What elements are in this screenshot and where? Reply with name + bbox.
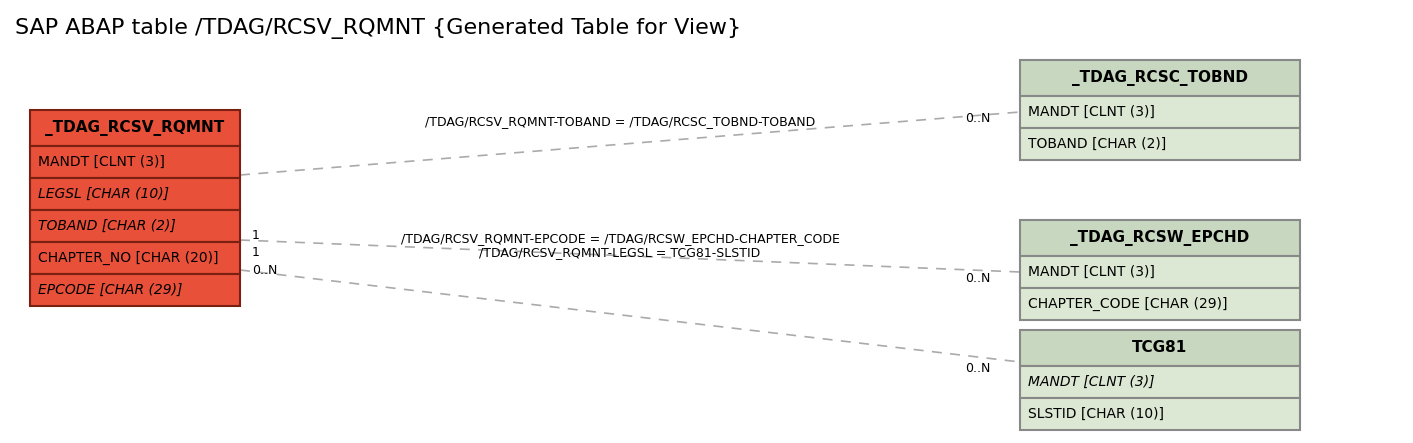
Bar [1020,330,1300,366]
Text: _TDAG_RCSW_EPCHD: _TDAG_RCSW_EPCHD [1071,230,1249,246]
Text: 0..N: 0..N [252,264,277,277]
Bar [1020,398,1300,430]
Bar [1020,220,1300,256]
Text: LEGSL [CHAR (10)]: LEGSL [CHAR (10)] [38,187,170,201]
Bar [1020,96,1300,128]
Text: MANDT [CLNT (3)]: MANDT [CLNT (3)] [1029,375,1154,389]
Text: MANDT [CLNT (3)]: MANDT [CLNT (3)] [38,155,165,169]
Text: _TDAG_RCSC_TOBND: _TDAG_RCSC_TOBND [1072,70,1248,86]
Bar [30,178,240,210]
Bar [30,242,240,274]
Bar [30,274,240,306]
Text: TOBAND [CHAR (2)]: TOBAND [CHAR (2)] [38,219,175,233]
Text: 0..N: 0..N [965,361,991,374]
Bar [30,146,240,178]
Text: TCG81: TCG81 [1132,341,1187,355]
Bar [30,210,240,242]
Text: _TDAG_RCSV_RQMNT: _TDAG_RCSV_RQMNT [45,120,225,136]
Bar [1020,128,1300,160]
Bar [30,110,240,146]
Text: /TDAG/RCSV_RQMNT-TOBAND = /TDAG/RCSC_TOBND-TOBAND: /TDAG/RCSV_RQMNT-TOBAND = /TDAG/RCSC_TOB… [425,115,815,128]
Bar [1020,366,1300,398]
Text: 1: 1 [252,246,260,260]
Bar [1020,256,1300,288]
Text: MANDT [CLNT (3)]: MANDT [CLNT (3)] [1029,265,1154,279]
Text: CHAPTER_NO [CHAR (20)]: CHAPTER_NO [CHAR (20)] [38,251,219,265]
Text: SLSTID [CHAR (10)]: SLSTID [CHAR (10)] [1029,407,1164,421]
Text: /TDAG/RCSV_RQMNT-LEGSL = TCG81-SLSTID: /TDAG/RCSV_RQMNT-LEGSL = TCG81-SLSTID [479,246,760,259]
Bar [1020,60,1300,96]
Text: 0..N: 0..N [965,272,991,284]
Text: MANDT [CLNT (3)]: MANDT [CLNT (3)] [1029,105,1154,119]
Text: CHAPTER_CODE [CHAR (29)]: CHAPTER_CODE [CHAR (29)] [1029,297,1228,311]
Text: TOBAND [CHAR (2)]: TOBAND [CHAR (2)] [1029,137,1166,151]
Text: /TDAG/RCSV_RQMNT-EPCODE = /TDAG/RCSW_EPCHD-CHAPTER_CODE: /TDAG/RCSV_RQMNT-EPCODE = /TDAG/RCSW_EPC… [400,232,839,245]
Text: EPCODE [CHAR (29)]: EPCODE [CHAR (29)] [38,283,182,297]
Text: 1: 1 [252,229,260,241]
Text: SAP ABAP table /TDAG/RCSV_RQMNT {Generated Table for View}: SAP ABAP table /TDAG/RCSV_RQMNT {Generat… [16,18,742,39]
Bar [1020,288,1300,320]
Text: 0..N: 0..N [965,112,991,124]
